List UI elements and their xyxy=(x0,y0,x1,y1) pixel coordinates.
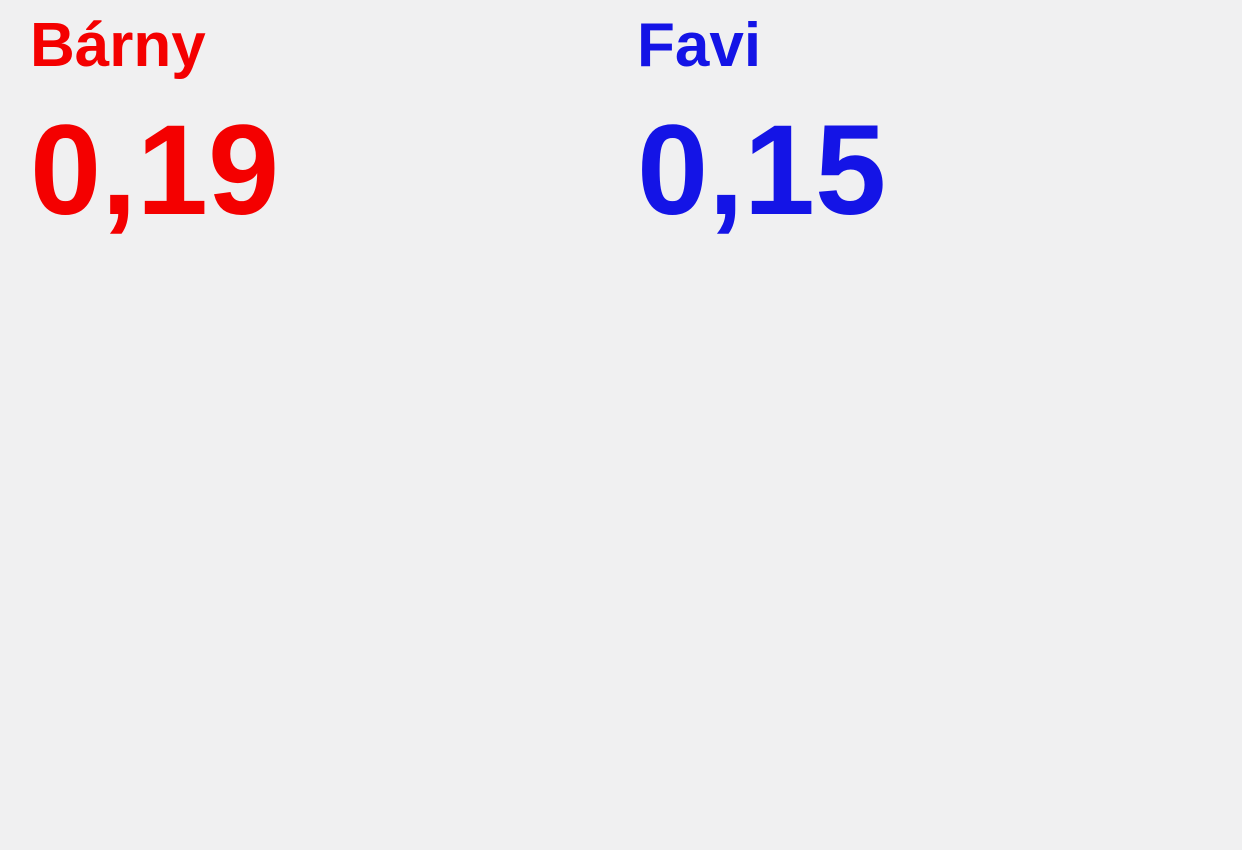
stat-block-barny: Bárny 0,19 xyxy=(30,10,279,235)
stat-label-favi: Favi xyxy=(637,11,762,80)
stat-value-favi: 0,15 xyxy=(637,99,887,243)
stat-label-barny: Bárny xyxy=(30,11,206,80)
stat-block-favi: Favi 0,15 xyxy=(637,10,886,235)
stat-value-barny: 0,19 xyxy=(30,99,280,243)
